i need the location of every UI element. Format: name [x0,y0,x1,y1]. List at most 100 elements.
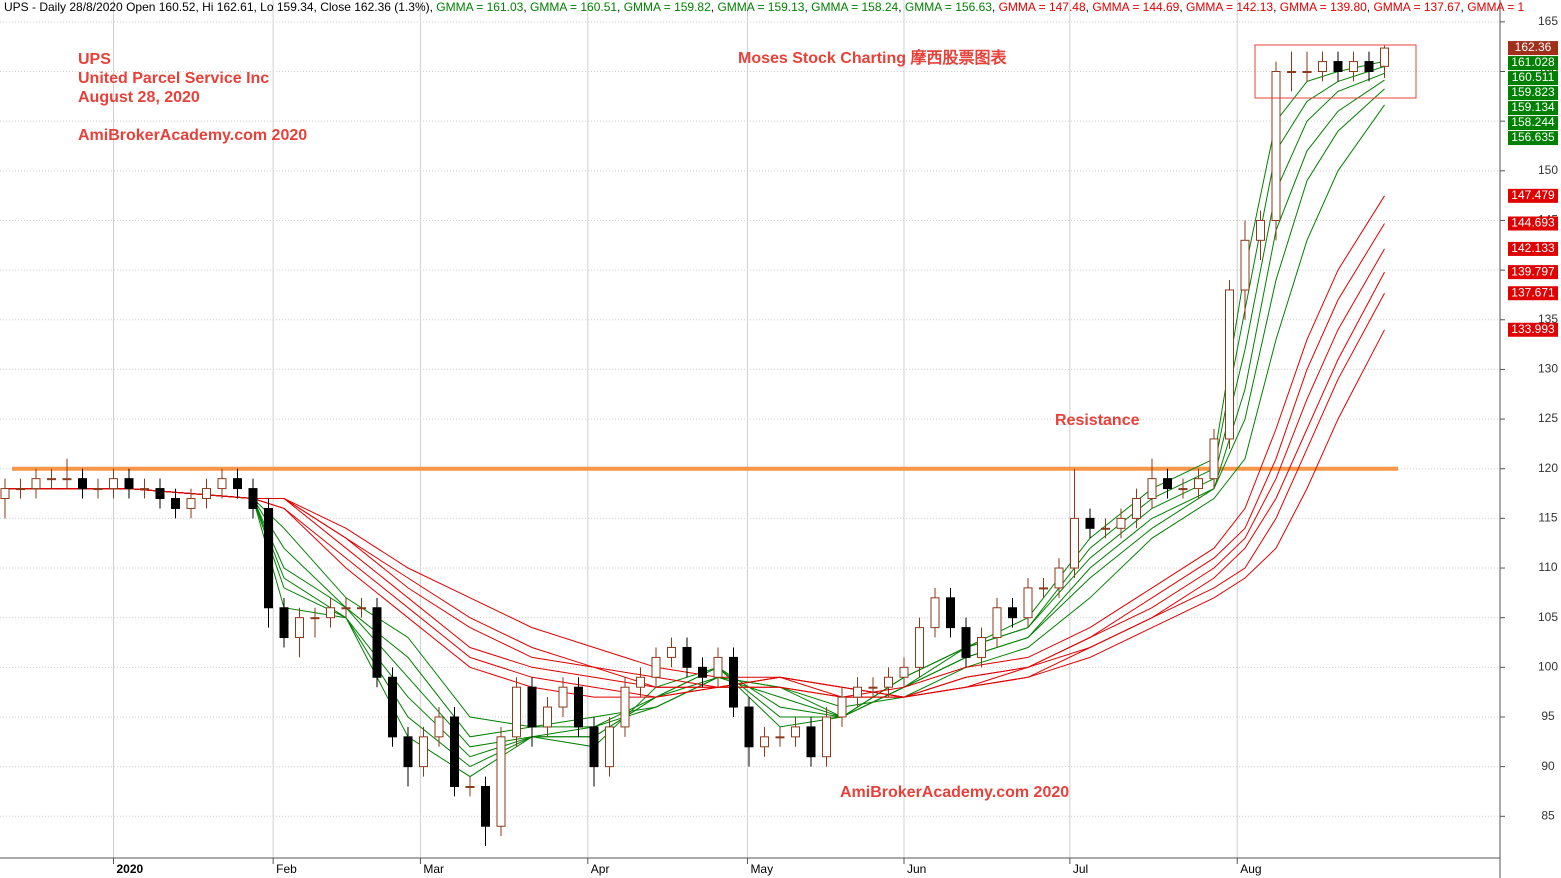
value-label: 159.134 [1511,100,1555,114]
header-gmma: GMMA = 161.03 [436,0,523,14]
candle-body [419,736,428,768]
value-box [1508,116,1558,131]
value-box [1508,41,1558,56]
header-sep: , [1367,0,1374,14]
header-gmma: GMMA = 156.63 [905,0,992,14]
value-box [1508,216,1558,231]
x-tick-label: Jul [1073,862,1088,876]
candle-body [1178,488,1188,491]
value-box [1508,131,1558,146]
y-tick-label: 130 [1538,362,1558,376]
date: August 28, 2020 [78,89,200,106]
value-label: 159.823 [1511,85,1555,99]
header-gmma: GMMA = 1 [1467,0,1524,14]
candle-body [496,736,506,827]
candle-body [264,507,273,609]
value-label: 133.993 [1511,322,1555,336]
grid [0,0,1500,858]
x-tick-label: Apr [591,862,610,876]
candle-body [434,716,444,738]
y-tick-label: 115 [1538,511,1557,525]
candle-body [1008,607,1017,619]
header-sep: , [992,0,999,14]
candle-body [791,726,800,738]
candle-body [1364,61,1374,72]
candle-body [558,686,568,708]
x-tick-label: Feb [276,862,297,876]
gmma-line [5,329,1385,698]
header-sep: , [1461,0,1468,14]
candle-body [1147,478,1157,500]
value-label: 142.133 [1511,241,1555,255]
chart-header: UPS - Daily 28/8/2020 Open 160.52, Hi 16… [4,0,1525,14]
candle-body [837,696,847,718]
x-tick-label: Jun [907,862,926,876]
candle-body [868,686,878,689]
header-sep: , [617,0,624,14]
candle-body [31,478,41,490]
value-box [1508,322,1558,337]
candle-body [1333,61,1343,72]
value-label: 137.671 [1511,285,1555,299]
value-label: 156.635 [1511,130,1555,144]
header-sep: , [1273,0,1280,14]
gmma-line [5,79,1385,748]
candle-body [682,646,692,668]
candle-body [1023,587,1033,619]
x-tick-label: May [750,862,773,876]
header-sep: , [1179,0,1186,14]
y-tick-label: 100 [1538,660,1558,674]
candle-body [1302,71,1312,73]
header-sep: , [430,0,437,14]
value-label: 139.797 [1511,264,1555,278]
header-gmma: GMMA = 139.80 [1280,0,1367,14]
gmma-line [5,72,1385,758]
candle-body [450,716,459,787]
candle-body [93,488,103,491]
candle-body [1116,517,1126,529]
candle-body [1085,517,1095,529]
candle-body [806,726,816,758]
header-sep: , [1086,0,1093,14]
candle-body [140,488,149,491]
value-label: 161.028 [1511,55,1555,69]
y-tick-label: 85 [1541,808,1555,822]
candle-body [78,478,87,490]
candle-body [217,478,227,490]
candle-body [636,676,645,688]
candle-body [899,666,909,678]
header-gmma: GMMA = 158.24 [811,0,898,14]
candle-body [667,646,676,658]
candle-body [372,607,382,678]
candle-body [1318,61,1327,72]
candle-body [279,607,289,639]
candle-body [1349,61,1358,72]
candle-body [16,488,25,491]
highlight-box [1254,44,1417,99]
candle-body [620,686,630,728]
candle-body [124,478,134,490]
candle-body [465,786,475,788]
header-sep: , [711,0,718,14]
candle-body [729,656,738,708]
candle-body [62,478,72,481]
header-sep: , [804,0,811,14]
candle-body [248,488,258,509]
header-gmma: GMMA = 142.13 [1186,0,1273,14]
value-box [1508,188,1558,203]
candle-body [1163,478,1172,490]
candle-body [171,498,180,509]
x-tick-label: Mar [423,862,444,876]
candle-body [651,656,661,678]
header-text: UPS - Daily 28/8/2020 Open 160.52, Hi 16… [4,0,430,14]
value-label: 144.693 [1511,216,1555,230]
y-tick-label: 90 [1541,759,1555,773]
candle-body [357,607,366,610]
candle-body [341,607,351,610]
y-tick-label: 105 [1538,610,1558,624]
value-box [1508,71,1558,86]
candle-body [605,726,614,768]
candle-body [915,627,924,668]
candle-body [698,666,707,678]
